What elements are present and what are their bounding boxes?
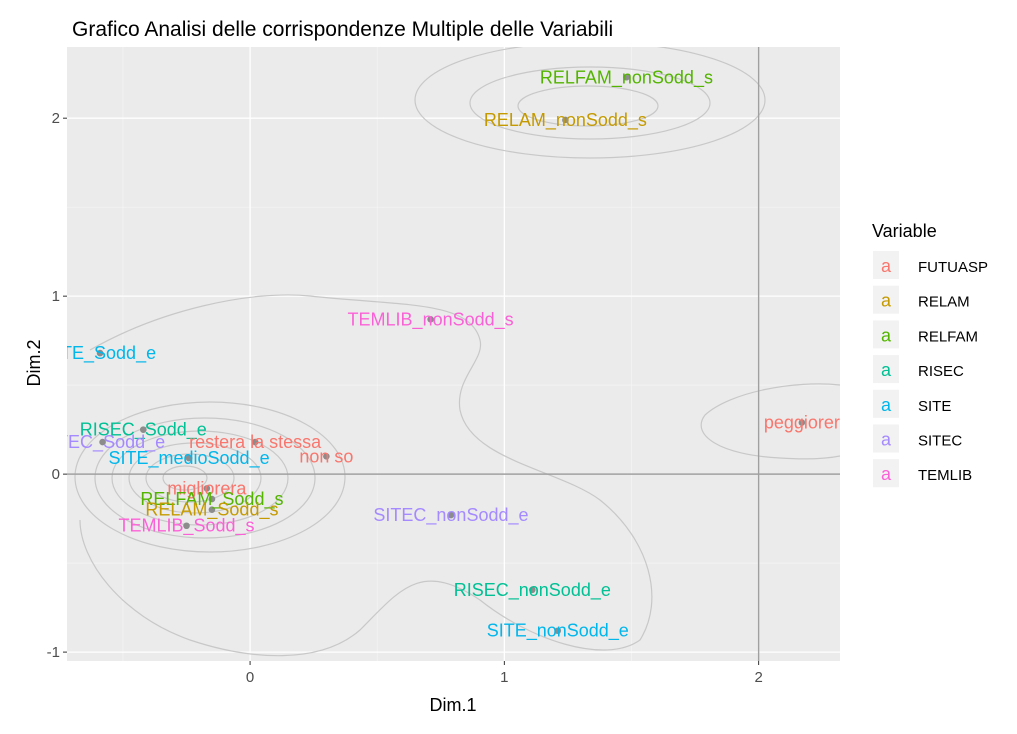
density-contour	[414, 47, 766, 159]
point-labels: RELFAM_nonSodd_s RELAM_nonSodd_s TEMLIB_no…	[40, 67, 840, 642]
point-label: RELAM_Sodd_s	[145, 500, 278, 521]
legend-key	[873, 285, 899, 314]
density-contour	[128, 442, 262, 514]
y-tick-label: 2	[52, 110, 60, 127]
data-point	[139, 426, 147, 433]
y-axis-title: Dim.2	[24, 339, 44, 386]
point-label: SITE_medioSodd_e	[108, 448, 269, 469]
data-point	[562, 116, 569, 124]
point-label: TEMLIB_Sodd_s	[118, 516, 254, 537]
point-label: RISEC_Sodd_e	[80, 420, 207, 441]
density-contours	[74, 47, 840, 657]
data-point	[183, 522, 190, 530]
legend-label: RISEC	[918, 363, 964, 380]
point-label: migliorera	[167, 478, 247, 498]
y-tick-label: 1	[52, 288, 60, 305]
legend-key-glyph: a	[881, 430, 892, 450]
reference-lines	[67, 47, 840, 661]
density-contour	[79, 294, 653, 657]
density-contour	[517, 85, 659, 127]
point-label: TEMLIB_nonSodd_s	[348, 309, 514, 330]
data-point	[529, 586, 536, 594]
legend-key	[873, 459, 899, 488]
legend-key-glyph: a	[881, 291, 892, 311]
point-label: non so	[299, 446, 353, 466]
point-label: SITEC_Sodd_e	[40, 432, 165, 453]
x-tick-label: 1	[500, 669, 508, 686]
data-point	[251, 438, 259, 446]
data-point	[208, 506, 216, 514]
legend-key-glyph: a	[881, 464, 892, 484]
legend-key	[873, 389, 899, 418]
legend-key-glyph: a	[881, 360, 892, 380]
point-label: RELFAM_Sodd_s	[140, 489, 283, 510]
data-point	[203, 485, 211, 492]
legend-key	[873, 424, 899, 453]
x-tick-label: 2	[754, 669, 762, 686]
legend: Variable a FUTUASP a RELAM a RELFAM a RISEC a SIT…	[872, 221, 988, 488]
plot-panel	[67, 47, 840, 661]
point-label: peggiorer	[764, 413, 840, 433]
legend-key-glyph: a	[881, 395, 892, 415]
point-label: SITE_nonSodd_e	[487, 621, 629, 642]
y-tick-label: -1	[47, 644, 60, 661]
legend-label: RELFAM	[918, 328, 978, 345]
point-label: RELFAM_nonSodd_s	[540, 67, 713, 88]
data-point	[427, 315, 434, 323]
x-axis: 0 1 2	[246, 661, 763, 686]
point-label: RISEC_nonSodd_e	[454, 580, 611, 601]
x-axis-title: Dim.1	[429, 695, 476, 715]
data-point	[185, 454, 193, 462]
density-contour	[162, 465, 208, 491]
chart-title: Grafico Analisi delle corrispondenze Mul…	[72, 18, 613, 41]
legend-key-glyph: a	[881, 325, 892, 345]
density-contour	[94, 417, 316, 539]
density-contour	[111, 430, 289, 526]
data-point	[323, 453, 330, 460]
density-contour	[74, 401, 346, 553]
legend-label: TEMLIB	[918, 467, 972, 484]
legend-label: FUTUASP	[918, 259, 988, 276]
data-point	[208, 495, 216, 503]
legend-title: Variable	[872, 221, 937, 241]
point-label: SITEC_nonSodd_e	[373, 505, 528, 526]
density-contour	[145, 453, 235, 503]
data-point	[99, 438, 106, 446]
density-contour	[469, 66, 711, 140]
x-tick-label: 0	[246, 669, 254, 686]
legend-key	[873, 251, 899, 279]
data-point	[798, 419, 806, 426]
point-label: RELAM_nonSodd_s	[484, 110, 647, 131]
legend-key	[873, 355, 899, 384]
point-label: restera la stessa	[189, 432, 322, 452]
legend-key	[873, 320, 899, 349]
point-label: SITE_Sodd_e	[44, 343, 156, 364]
data-points	[96, 73, 806, 635]
y-tick-label: 0	[52, 466, 60, 483]
data-point	[447, 511, 455, 519]
legend-label: RELAM	[918, 294, 970, 311]
data-point	[96, 349, 104, 357]
y-axis: -1 0 1 2	[47, 110, 67, 661]
legend-items: a FUTUASP a RELAM a RELFAM a RISEC a SITE a SITEC a T…	[873, 251, 988, 488]
density-contour	[700, 383, 840, 460]
legend-key-glyph: a	[881, 256, 892, 276]
data-point	[623, 73, 630, 81]
data-point	[554, 627, 562, 635]
legend-label: SITE	[918, 398, 951, 415]
legend-label: SITEC	[918, 433, 962, 450]
minor-gridlines	[67, 47, 840, 661]
